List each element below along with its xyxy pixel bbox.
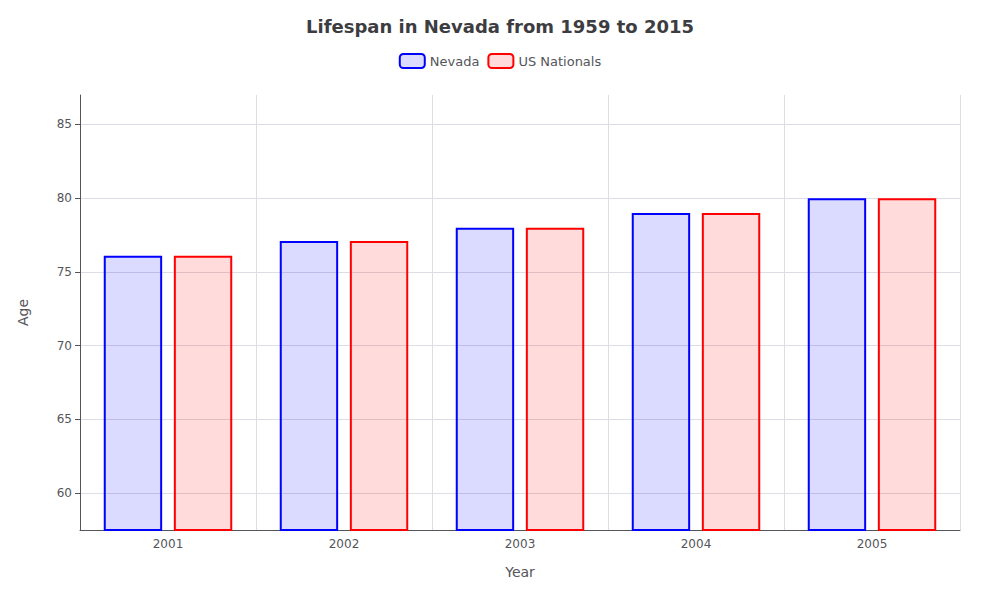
svg-text:US Nationals: US Nationals: [518, 54, 601, 69]
svg-text:70: 70: [57, 339, 72, 353]
svg-text:80: 80: [57, 191, 72, 205]
svg-text:Age: Age: [15, 299, 31, 326]
svg-text:2002: 2002: [329, 537, 360, 551]
svg-text:2004: 2004: [681, 537, 712, 551]
svg-text:75: 75: [57, 265, 72, 279]
svg-text:2003: 2003: [505, 537, 536, 551]
svg-text:Nevada: Nevada: [430, 54, 480, 69]
svg-text:2005: 2005: [857, 537, 888, 551]
svg-text:65: 65: [57, 412, 72, 426]
svg-text:2001: 2001: [153, 537, 184, 551]
svg-text:60: 60: [57, 486, 72, 500]
svg-text:85: 85: [57, 117, 72, 131]
svg-text:Year: Year: [504, 564, 535, 580]
svg-text:Lifespan in Nevada from 1959 t: Lifespan in Nevada from 1959 to 2015: [306, 16, 694, 37]
